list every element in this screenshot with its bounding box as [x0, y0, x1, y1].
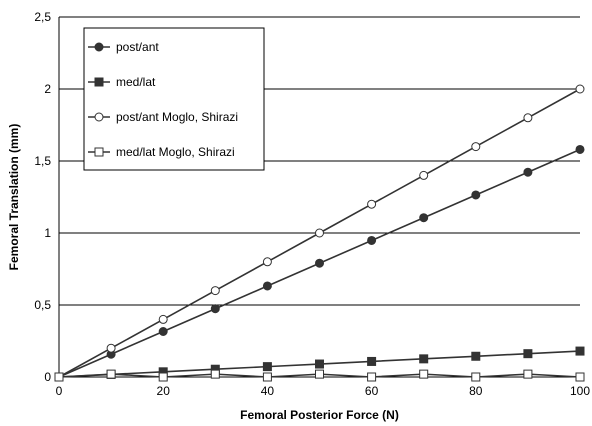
- legend-item: post/ant: [88, 40, 159, 54]
- data-point: [367, 235, 377, 245]
- data-point: [158, 326, 168, 336]
- data-point: [262, 257, 272, 267]
- data-point: [523, 369, 533, 379]
- x-tick-label: 40: [261, 384, 275, 398]
- data-point: [575, 346, 585, 356]
- data-point: [367, 356, 377, 366]
- data-point: [471, 372, 481, 382]
- legend-label: med/lat Moglo, Shirazi: [116, 145, 235, 159]
- y-axis-title: Femoral Translation (mm): [7, 124, 21, 271]
- data-point: [523, 113, 533, 123]
- legend-box: [83, 27, 265, 171]
- legend-marker: [94, 42, 104, 52]
- x-tick-label: 100: [570, 384, 590, 398]
- data-point: [210, 304, 220, 314]
- legend-label: post/ant: [116, 40, 159, 54]
- data-point: [106, 369, 116, 379]
- legend-item: post/ant Moglo, Shirazi: [88, 110, 238, 124]
- y-tick-label: 2: [44, 82, 51, 96]
- data-point: [523, 167, 533, 177]
- y-tick-label: 1,5: [34, 154, 51, 168]
- data-point: [419, 170, 429, 180]
- data-point: [315, 258, 324, 268]
- x-axis-title: Femoral Posterior Force (N): [240, 408, 399, 422]
- x-tick-label: 60: [365, 384, 379, 398]
- legend-marker: [94, 77, 104, 87]
- tick-labels: 0 0,5 1 1,5 2 2,5 0 20 40 60 80 100: [34, 10, 590, 398]
- data-point: [158, 314, 168, 324]
- legend: post/ant med/lat post/ant Moglo, Shirazi me…: [83, 27, 265, 171]
- data-point: [106, 343, 116, 353]
- y-tick-label: 2,5: [34, 10, 51, 24]
- y-tick-label: 1: [44, 226, 51, 240]
- legend-item: med/lat: [88, 75, 156, 89]
- data-point: [315, 228, 324, 238]
- data-point: [54, 372, 64, 382]
- legend-label: med/lat: [116, 75, 156, 89]
- series-layer: [54, 84, 585, 382]
- data-point: [262, 362, 272, 372]
- data-point: [158, 372, 168, 382]
- data-point: [210, 369, 220, 379]
- data-point: [575, 144, 585, 154]
- y-tick-label: 0,5: [34, 298, 51, 312]
- legend-marker: [94, 147, 104, 157]
- data-point: [367, 199, 377, 209]
- x-tick-label: 80: [469, 384, 483, 398]
- legend-label: post/ant Moglo, Shirazi: [116, 110, 238, 124]
- series-4: [54, 369, 585, 382]
- data-point: [471, 351, 481, 361]
- data-point: [419, 213, 429, 223]
- data-point: [419, 369, 429, 379]
- legend-item: med/lat Moglo, Shirazi: [88, 145, 235, 159]
- data-point: [367, 372, 377, 382]
- y-tick-label: 0: [44, 370, 51, 384]
- data-point: [262, 372, 272, 382]
- data-point: [575, 372, 585, 382]
- x-tick-label: 20: [157, 384, 171, 398]
- data-point: [315, 369, 324, 379]
- data-point: [315, 359, 324, 369]
- data-point: [471, 142, 481, 152]
- data-point: [210, 286, 220, 296]
- series-1: [54, 144, 585, 382]
- data-point: [262, 281, 272, 291]
- data-point: [523, 349, 533, 359]
- data-point: [419, 354, 429, 364]
- data-point: [575, 84, 585, 94]
- data-point: [471, 190, 481, 200]
- legend-marker: [94, 112, 104, 122]
- x-tick-label: 0: [56, 384, 63, 398]
